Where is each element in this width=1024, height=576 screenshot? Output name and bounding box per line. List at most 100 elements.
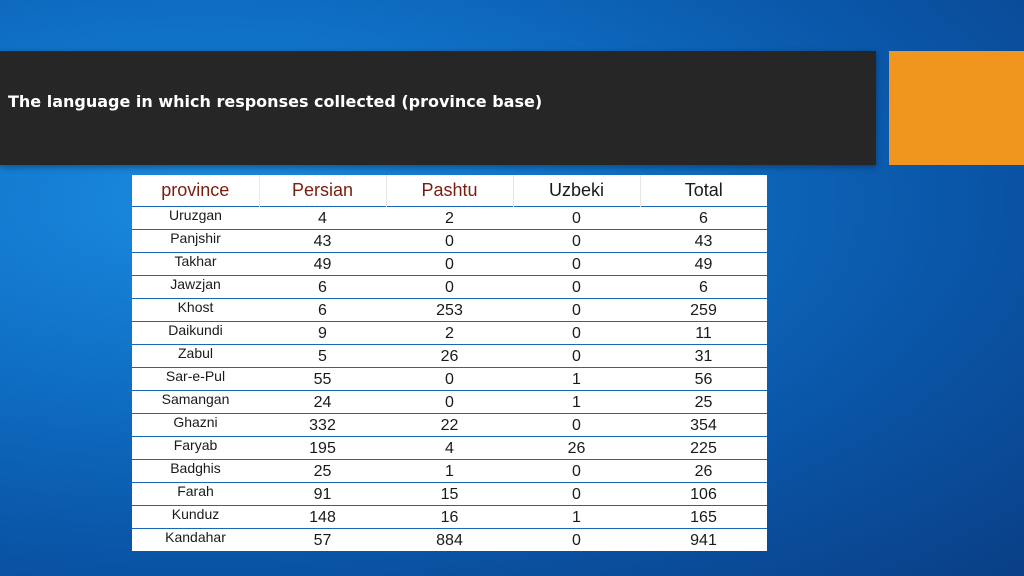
cell-total: 6 (640, 275, 767, 299)
accent-box (889, 51, 1024, 165)
cell-province: Ghazni (132, 413, 259, 437)
data-table-container: province Persian Pashtu Uzbeki Total Uru… (132, 175, 767, 551)
cell-uzbeki: 1 (513, 505, 640, 529)
cell-total: 225 (640, 436, 767, 460)
cell-uzbeki: 0 (513, 206, 640, 230)
cell-pashtu: 0 (386, 275, 513, 299)
cell-province: Panjshir (132, 229, 259, 253)
cell-persian: 57 (259, 528, 386, 551)
cell-pashtu: 0 (386, 252, 513, 276)
cell-uzbeki: 0 (513, 252, 640, 276)
table-row: Kunduz 148 16 1 165 (132, 505, 767, 529)
cell-persian: 6 (259, 275, 386, 299)
slide-title: The language in which responses collecte… (8, 92, 543, 111)
cell-uzbeki: 1 (513, 367, 640, 391)
table-row: Faryab 195 4 26 225 (132, 436, 767, 460)
cell-persian: 6 (259, 298, 386, 322)
cell-uzbeki: 26 (513, 436, 640, 460)
header-total: Total (684, 180, 723, 200)
cell-province: Badghis (132, 459, 259, 483)
header-province: province (132, 175, 260, 207)
cell-province: Sar-e-Pul (132, 367, 259, 391)
cell-pashtu: 1 (386, 459, 513, 483)
cell-province: Farah (132, 482, 259, 506)
cell-pashtu: 884 (386, 528, 513, 551)
cell-persian: 195 (259, 436, 386, 460)
cell-total: 25 (640, 390, 767, 414)
cell-uzbeki: 0 (513, 275, 640, 299)
header-uzbeki: Uzbeki (513, 175, 641, 207)
cell-province: Daikundi (132, 321, 259, 345)
cell-uzbeki: 0 (513, 344, 640, 368)
cell-pashtu: 22 (386, 413, 513, 437)
cell-persian: 55 (259, 367, 386, 391)
table-row: Farah 91 15 0 106 (132, 482, 767, 506)
cell-total: 56 (640, 367, 767, 391)
table-row: Samangan 24 0 1 25 (132, 390, 767, 414)
cell-pashtu: 15 (386, 482, 513, 506)
cell-total: 165 (640, 505, 767, 529)
table-row: Badghis 25 1 0 26 (132, 459, 767, 483)
cell-pashtu: 0 (386, 367, 513, 391)
cell-uzbeki: 1 (513, 390, 640, 414)
table-row: Zabul 5 26 0 31 (132, 344, 767, 368)
table-row: Daikundi 9 2 0 11 (132, 321, 767, 345)
table-row: Jawzjan 6 0 0 6 (132, 275, 767, 299)
table-row: Ghazni 332 22 0 354 (132, 413, 767, 437)
cell-uzbeki: 0 (513, 482, 640, 506)
cell-province: Kandahar (132, 528, 259, 551)
table-row: Sar-e-Pul 55 0 1 56 (132, 367, 767, 391)
header-pashtu: Pashtu (386, 175, 514, 207)
table-row: Takhar 49 0 0 49 (132, 252, 767, 276)
cell-persian: 5 (259, 344, 386, 368)
cell-pashtu: 16 (386, 505, 513, 529)
cell-pashtu: 0 (386, 229, 513, 253)
cell-persian: 148 (259, 505, 386, 529)
cell-total: 11 (640, 321, 767, 345)
cell-total: 259 (640, 298, 767, 322)
cell-persian: 25 (259, 459, 386, 483)
header-persian: Persian (259, 175, 387, 207)
cell-total: 354 (640, 413, 767, 437)
cell-province: Uruzgan (132, 206, 259, 230)
cell-pashtu: 2 (386, 321, 513, 345)
cell-total: 26 (640, 459, 767, 483)
table-row: Uruzgan 4 2 0 6 (132, 206, 767, 230)
cell-persian: 332 (259, 413, 386, 437)
cell-uzbeki: 0 (513, 528, 640, 551)
cell-pashtu: 0 (386, 390, 513, 414)
table-row: Kandahar 57 884 0 941 (132, 528, 767, 551)
cell-uzbeki: 0 (513, 459, 640, 483)
cell-persian: 9 (259, 321, 386, 345)
cell-uzbeki: 0 (513, 298, 640, 322)
cell-persian: 24 (259, 390, 386, 414)
cell-total: 6 (640, 206, 767, 230)
cell-province: Jawzjan (132, 275, 259, 299)
cell-uzbeki: 0 (513, 321, 640, 345)
cell-pashtu: 2 (386, 206, 513, 230)
table-row: Panjshir 43 0 0 43 (132, 229, 767, 253)
data-table: province Persian Pashtu Uzbeki Total Uru… (132, 175, 767, 551)
cell-pashtu: 4 (386, 436, 513, 460)
cell-uzbeki: 0 (513, 413, 640, 437)
cell-uzbeki: 0 (513, 229, 640, 253)
cell-persian: 43 (259, 229, 386, 253)
cell-province: Kunduz (132, 505, 259, 529)
table-header-row: province Persian Pashtu Uzbeki Total (132, 175, 767, 207)
title-bar: The language in which responses collecte… (0, 51, 876, 165)
cell-pashtu: 253 (386, 298, 513, 322)
cell-persian: 91 (259, 482, 386, 506)
cell-total: 49 (640, 252, 767, 276)
cell-province: Takhar (132, 252, 259, 276)
cell-total: 43 (640, 229, 767, 253)
cell-province: Khost (132, 298, 259, 322)
cell-province: Zabul (132, 344, 259, 368)
table-body: Uruzgan 4 2 0 6 Panjshir 43 0 0 43 Takha… (132, 206, 767, 551)
cell-province: Faryab (132, 436, 259, 460)
cell-pashtu: 26 (386, 344, 513, 368)
cell-persian: 49 (259, 252, 386, 276)
cell-total: 31 (640, 344, 767, 368)
cell-province: Samangan (132, 390, 259, 414)
cell-total: 106 (640, 482, 767, 506)
cell-persian: 4 (259, 206, 386, 230)
